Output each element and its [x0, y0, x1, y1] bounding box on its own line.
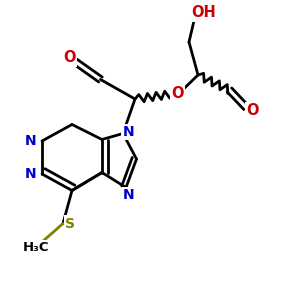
Text: OH: OH: [191, 5, 216, 20]
Text: O: O: [172, 86, 184, 101]
Text: N: N: [25, 167, 36, 181]
Text: N: N: [25, 134, 36, 148]
Text: O: O: [246, 103, 259, 118]
Text: S: S: [65, 217, 76, 230]
Text: N: N: [123, 188, 135, 202]
Text: O: O: [63, 50, 76, 65]
Text: N: N: [123, 125, 134, 139]
Text: H₃C: H₃C: [23, 241, 49, 254]
